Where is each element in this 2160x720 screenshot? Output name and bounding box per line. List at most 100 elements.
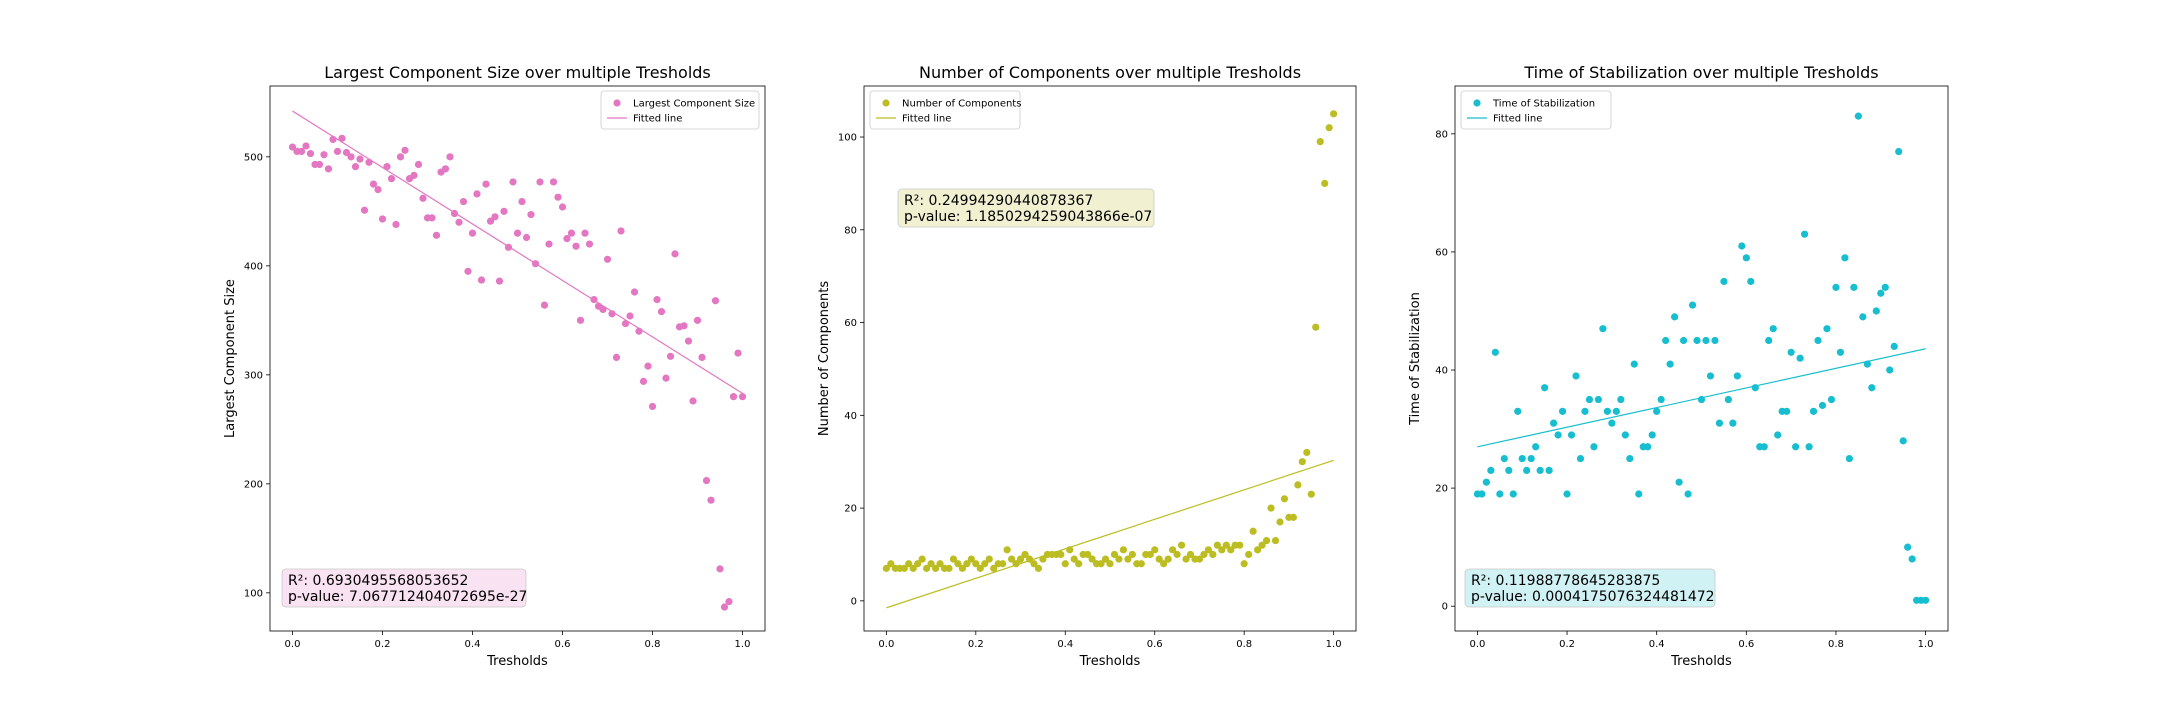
data-point: [1218, 546, 1226, 554]
data-point: [909, 564, 917, 572]
data-point: [1155, 555, 1163, 563]
data-point: [1783, 407, 1791, 415]
y-axis-label: Time of Stabilization: [1408, 292, 1423, 426]
data-point: [1164, 555, 1172, 563]
data-point: [491, 213, 499, 221]
data-point: [1545, 466, 1553, 474]
data-point: [1648, 431, 1656, 439]
data-point: [1599, 325, 1607, 333]
x-axis-label: Tresholds: [1670, 654, 1732, 669]
legend-label: Fitted line: [633, 114, 682, 125]
data-point: [1904, 543, 1912, 551]
data-point: [635, 327, 643, 335]
data-point: [1590, 443, 1598, 451]
stats-box: [897, 188, 1155, 228]
legend-label: Fitted line: [1493, 114, 1542, 125]
data-point: [936, 560, 944, 568]
data-point: [297, 147, 306, 155]
chart-panel-3: Time of Stabilization over multiple Tres…: [1408, 63, 1949, 669]
data-point: [1276, 518, 1284, 526]
data-point: [716, 565, 724, 573]
data-point: [1729, 419, 1737, 427]
data-point: [1585, 395, 1594, 404]
data-point: [365, 158, 373, 166]
data-point: [419, 194, 427, 202]
data-point: [914, 560, 922, 568]
data-point: [1514, 407, 1522, 415]
legend-marker-dot: [613, 99, 621, 107]
data-point: [653, 296, 661, 304]
data-point: [603, 255, 612, 263]
data-point: [1563, 490, 1571, 498]
data-point: [1805, 443, 1813, 451]
data-point: [1541, 384, 1549, 392]
chart-title: Number of Components over multiple Tresh…: [919, 63, 1301, 82]
data-point: [1128, 550, 1136, 559]
data-point: [572, 242, 580, 250]
data-point: [1814, 336, 1822, 345]
legend: Largest Component Size Fitted line: [600, 90, 760, 130]
data-point: [383, 163, 391, 171]
data-point: [1796, 354, 1804, 362]
legend-marker-dot: [882, 99, 890, 107]
data-point: [504, 243, 513, 251]
r-squared-text: R²: 0.11988778645283875: [1471, 573, 1660, 589]
data-point: [1186, 550, 1195, 559]
data-point: [518, 197, 526, 206]
data-point: [1751, 384, 1759, 392]
data-point: [967, 555, 975, 563]
x-tick-label: 0.8: [1236, 639, 1252, 650]
data-point: [473, 190, 481, 198]
data-point: [599, 305, 607, 314]
data-point: [1289, 513, 1297, 521]
data-point: [1227, 546, 1235, 554]
data-point: [1491, 348, 1499, 356]
data-point: [612, 353, 621, 362]
data-point: [482, 180, 490, 188]
fitted-line: [886, 459, 1334, 609]
x-tick-label: 0.2: [1559, 639, 1575, 650]
data-point: [360, 206, 369, 214]
stats-box: [1464, 568, 1716, 608]
plot-frame: [863, 85, 1357, 632]
data-point: [1527, 454, 1535, 463]
data-point: [954, 560, 962, 568]
data-point: [1621, 431, 1629, 439]
data-point: [1603, 407, 1611, 415]
data-point: [1581, 407, 1589, 415]
data-point: [1478, 490, 1486, 498]
data-point: [949, 555, 958, 563]
chart-panel-2: Number of Components over multiple Tresh…: [817, 63, 1357, 669]
data-point: [1711, 336, 1719, 345]
data-point: [1679, 336, 1688, 345]
p-value-text: p-value: 0.0004175076324481472: [1471, 589, 1715, 605]
data-point: [976, 564, 984, 572]
data-point: [1280, 495, 1289, 503]
data-point: [1666, 360, 1674, 368]
data-point: [432, 231, 441, 239]
data-point: [401, 146, 409, 154]
data-point: [1240, 560, 1248, 568]
data-point: [1868, 384, 1876, 392]
data-point: [1025, 555, 1034, 563]
x-tick-label: 0.4: [1649, 639, 1665, 650]
data-point: [1702, 336, 1710, 345]
data-point: [945, 564, 953, 572]
x-tick-label: 0.6: [1738, 639, 1754, 650]
legend-box: [869, 90, 1021, 130]
data-point: [1769, 325, 1777, 333]
data-point: [531, 260, 540, 268]
data-point: [693, 316, 702, 324]
data-point: [626, 312, 634, 320]
data-point: [1084, 550, 1092, 559]
data-point: [347, 153, 355, 161]
data-point: [1177, 541, 1186, 549]
data-point: [1222, 541, 1230, 549]
data-point: [378, 215, 387, 223]
data-point: [923, 564, 931, 572]
data-point: [576, 316, 585, 324]
data-point: [563, 235, 571, 243]
y-tick-label: 80: [1435, 129, 1448, 140]
data-point: [1886, 366, 1894, 374]
